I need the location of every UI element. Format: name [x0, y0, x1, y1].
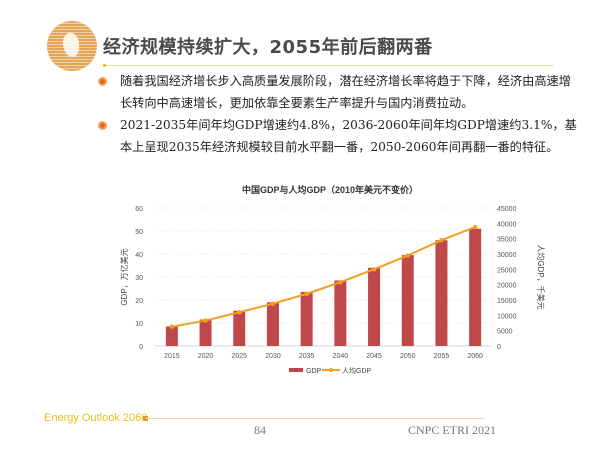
y-tick-label: 40: [135, 252, 143, 259]
per-capita-point: [439, 238, 444, 243]
y2-tick-label: 0: [497, 344, 501, 351]
legend: GDP 人均GDP: [289, 366, 371, 375]
page-number: 84: [254, 423, 266, 437]
gdp-bar: [165, 326, 178, 346]
y2-tick-label: 10000: [497, 313, 517, 320]
per-capita-point: [338, 280, 343, 285]
footer-brand: Energy Outlook 2060: [44, 412, 148, 424]
gdp-bar: [233, 310, 246, 346]
y2-tick-label: 5000: [497, 329, 513, 336]
per-capita-point: [371, 267, 377, 272]
y2-tick-label: 15000: [497, 298, 517, 305]
gdp-bar: [199, 319, 212, 346]
x-tick-label: 2015: [164, 353, 180, 360]
x-tick-label: 2040: [333, 353, 349, 360]
footer-dot: [143, 416, 148, 421]
chart-plot: 0102030405060050001000015000200002500030…: [135, 206, 516, 360]
x-tick-label: 2060: [467, 353, 483, 360]
x-tick-label: 2050: [400, 353, 416, 360]
gdp-bar: [469, 228, 482, 346]
per-capita-point: [405, 253, 410, 258]
x-tick-label: 2055: [434, 353, 450, 360]
gdp-bar: [368, 267, 381, 346]
globe-icon: [47, 21, 97, 71]
y2-tick-label: 20000: [497, 283, 517, 290]
x-tick-label: 2035: [299, 353, 315, 360]
x-tick-label: 2020: [198, 353, 214, 360]
gdp-bar: [300, 291, 313, 346]
per-capita-point: [304, 291, 309, 297]
x-tick-label: 2045: [366, 353, 382, 360]
y-tick-label: 50: [135, 229, 143, 236]
y-tick-label: 30: [135, 275, 143, 282]
gdp-bar: [435, 240, 448, 346]
y2-tick-label: 25000: [497, 267, 517, 274]
y2-tick-label: 35000: [497, 237, 517, 244]
footer-divider: [146, 418, 484, 419]
y2-tick-label: 30000: [497, 252, 517, 259]
per-capita-point: [169, 324, 175, 329]
per-capita-point: [472, 224, 478, 230]
gdp-bar: [401, 255, 414, 346]
bullet-icon: [98, 77, 107, 86]
y-tick-label: 10: [135, 321, 143, 328]
per-capita-point: [203, 318, 208, 323]
footer-org: CNPC ETRI 2021: [408, 423, 497, 437]
per-capita-point: [237, 310, 242, 315]
bullet-text-2: 2021-2035年间年均GDP增速约4.8%，2036-2060年间年均GDP…: [120, 118, 577, 154]
bullet-text-1: 随着我国经济增长步入高质量发展阶段，潜在经济增长率将趋于下降，经济由高速增长转向…: [120, 74, 571, 110]
y-tick-label: 20: [135, 298, 143, 305]
per-capita-line: [171, 226, 476, 328]
legend-gdp-swatch: [289, 368, 303, 372]
legend-pc-label: 人均GDP: [342, 366, 371, 375]
gdp-bar: [334, 280, 347, 346]
y2-axis-label: 人均GDP，千美元: [536, 244, 546, 309]
legend-gdp-label: GDP: [306, 368, 322, 375]
x-tick-label: 2030: [265, 353, 281, 360]
chart-title: 中国GDP与人均GDP（2010年美元不变价）: [242, 184, 418, 195]
legend-pc-marker: [329, 368, 333, 372]
title-dot: [103, 64, 106, 67]
bullet-icon: [98, 121, 107, 130]
y2-tick-label: 40000: [497, 221, 517, 228]
page-title: 经济规模持续扩大，2055年前后翻两番: [103, 37, 433, 58]
gdp-bar: [266, 302, 279, 346]
title-divider: [104, 65, 554, 66]
x-tick-label: 2025: [231, 353, 247, 360]
y-tick-label: 60: [135, 206, 143, 213]
per-capita-point: [270, 301, 276, 306]
y-tick-label: 0: [139, 344, 143, 351]
y-axis-label: GDP，万亿美元: [119, 248, 129, 305]
y2-tick-label: 45000: [497, 206, 517, 213]
